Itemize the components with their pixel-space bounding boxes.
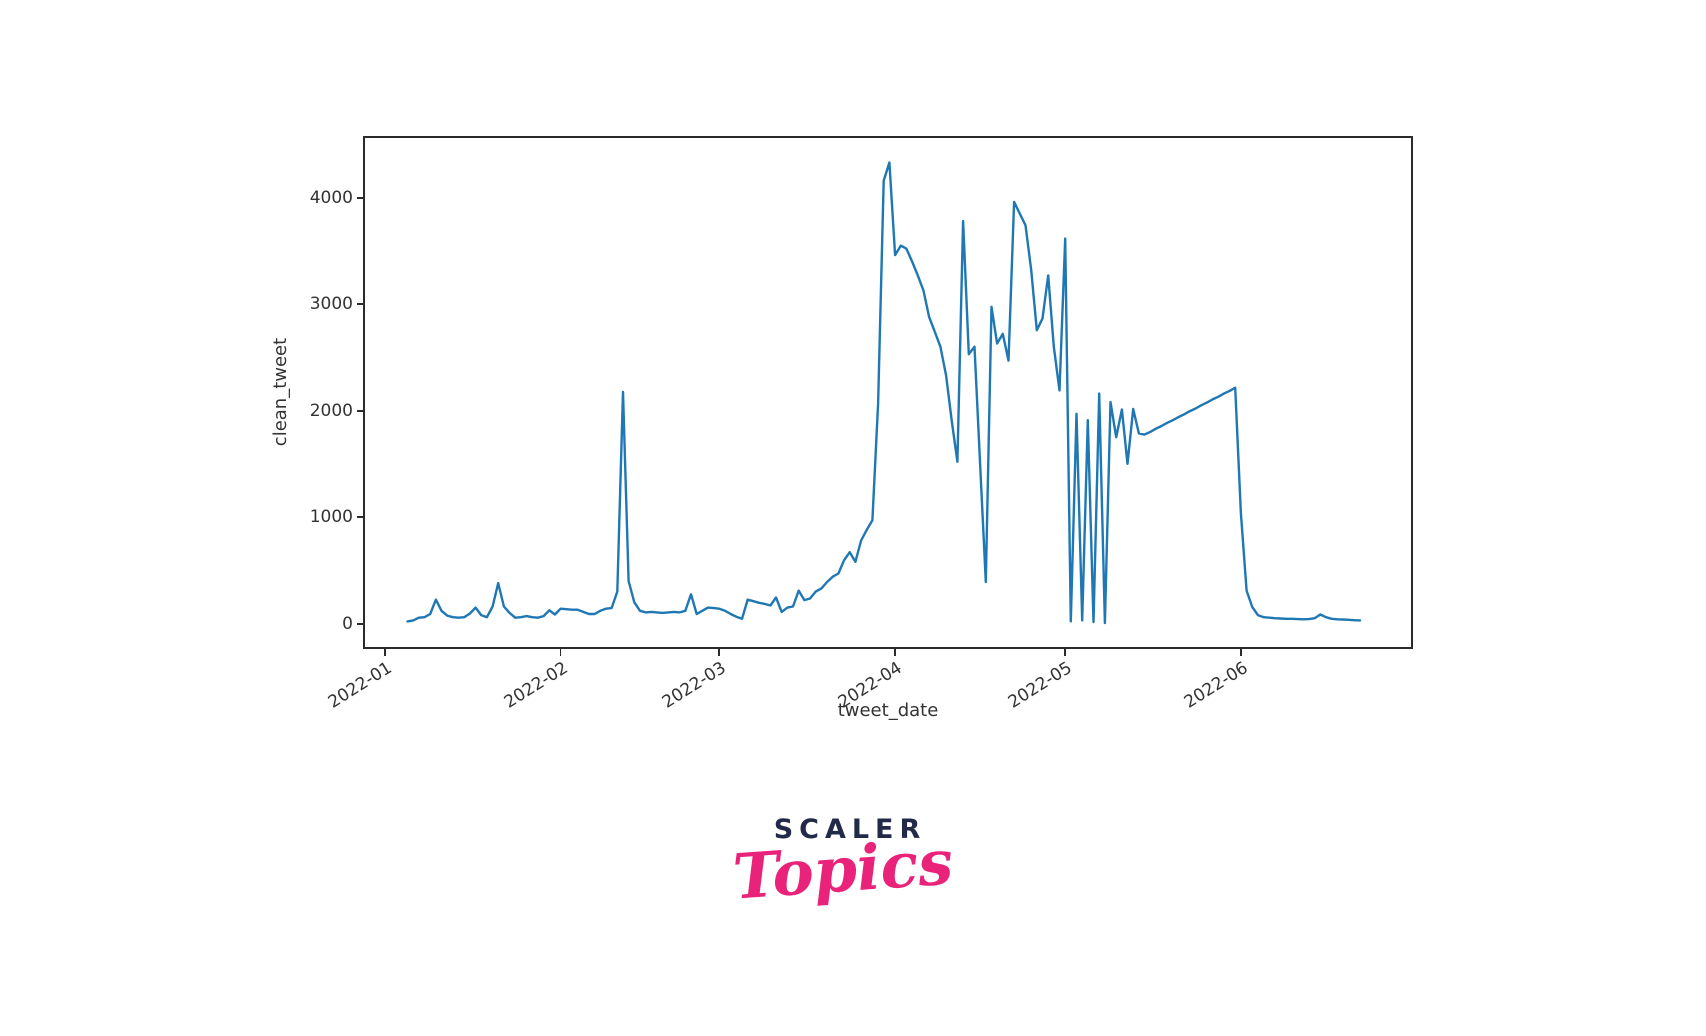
y-axis-label: clean_tweet bbox=[270, 337, 291, 447]
y-tick-label: 0 bbox=[342, 613, 353, 634]
x-tick-label: 2022-02 bbox=[500, 658, 572, 713]
x-tick-mark bbox=[718, 649, 721, 656]
y-tick-mark bbox=[357, 622, 365, 625]
logo-sub-text: Topics bbox=[730, 825, 956, 914]
y-tick-label: 4000 bbox=[309, 187, 353, 208]
x-tick-label: 2022-06 bbox=[1180, 658, 1252, 713]
y-tick-mark bbox=[357, 409, 365, 412]
x-tick-mark bbox=[559, 649, 562, 656]
y-tick-mark bbox=[357, 196, 365, 199]
plot-area bbox=[365, 138, 1411, 647]
tweet-volume-line bbox=[406, 161, 1362, 625]
x-axis-label: tweet_date bbox=[837, 700, 939, 721]
y-tick-mark bbox=[357, 516, 365, 519]
y-tick-mark bbox=[357, 303, 365, 306]
x-tick-mark bbox=[894, 649, 896, 656]
x-tick-label: 2022-01 bbox=[324, 658, 396, 713]
x-tick-mark bbox=[383, 649, 386, 656]
x-tick-label: 2022-05 bbox=[1004, 658, 1076, 713]
line-series-clean-tweet bbox=[406, 161, 1362, 625]
y-tick-label: 1000 bbox=[309, 507, 353, 528]
plot-spines bbox=[363, 136, 1413, 649]
y-tick-label: 2000 bbox=[309, 400, 353, 421]
x-tick-label: 2022-03 bbox=[659, 658, 730, 713]
logo-brand-text: SCALER bbox=[773, 814, 927, 845]
x-tick-mark bbox=[1064, 649, 1067, 656]
x-tick-mark bbox=[1240, 649, 1242, 656]
y-tick-label: 3000 bbox=[309, 294, 353, 315]
